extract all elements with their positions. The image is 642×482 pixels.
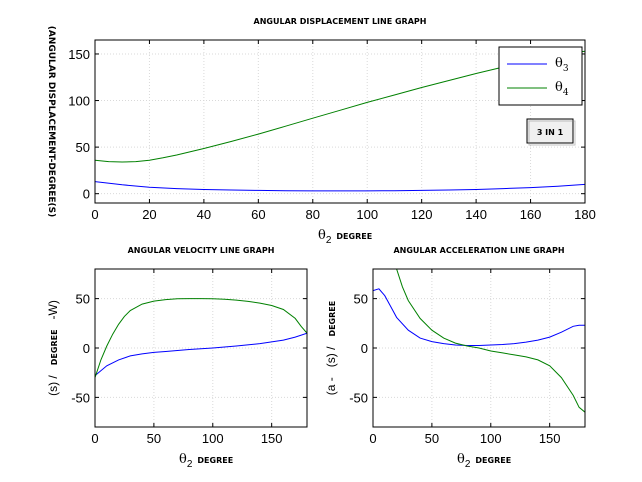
y-tick-label: -50 <box>349 390 368 405</box>
y-tick-label: 50 <box>76 292 90 307</box>
y-tick-label: 150 <box>68 47 90 62</box>
x-tick-label: 100 <box>356 207 378 222</box>
x-tick-label: 40 <box>197 207 211 222</box>
x-axis-label: θ2 DEGREE <box>318 228 372 246</box>
series-line-1 <box>95 332 307 376</box>
x-tick-label: 150 <box>539 431 561 446</box>
velocity-plot: 0 50 100 150 -50 0 50 ANGULAR VELOCITY LINE GRA… <box>46 246 308 470</box>
chart-title: ANGULAR DISPLACEMENT LINE GRAPH <box>254 17 427 26</box>
x-tick-label: 100 <box>202 431 224 446</box>
three-in-one-label: 3 IN 1 <box>537 128 564 137</box>
legend-box <box>498 46 583 106</box>
series-line-2 <box>396 269 585 413</box>
x-tick-label: 100 <box>480 431 502 446</box>
chart-title: ANGULAR VELOCITY LINE GRAPH <box>128 246 275 255</box>
x-tick-label: 50 <box>147 431 161 446</box>
chart-title: ANGULAR ACCELERATION LINE GRAPH <box>393 246 564 255</box>
series-line-2 <box>95 298 307 378</box>
axes-box <box>94 39 586 204</box>
x-tick-label: 0 <box>91 207 98 222</box>
acceleration-plot: 0 50 100 150 -50 0 50 ANGULAR ACCELERATION LINE… <box>324 246 586 470</box>
x-tick-label: 150 <box>261 431 283 446</box>
x-tick-label: 160 <box>520 207 542 222</box>
y-tick-label: -50 <box>71 390 90 405</box>
legend-label-1: θ3 <box>555 56 569 74</box>
y-axis-label: (ANGULAR DISPLACEMENT-DEGREE(S) <box>46 26 56 218</box>
x-tick-label: 180 <box>574 207 596 222</box>
three-in-one-button[interactable]: 3 IN 1 <box>526 118 576 146</box>
y-axis-label: (s) /DEGREE-W) <box>46 300 60 396</box>
legend-label-2: θ4 <box>555 80 569 98</box>
series-line-1 <box>95 181 585 192</box>
y-tick-label: 50 <box>76 140 90 155</box>
y-tick-label: 0 <box>83 187 90 202</box>
x-tick-label: 120 <box>411 207 433 222</box>
y-tick-label: 100 <box>68 94 90 109</box>
x-tick-label: 0 <box>369 431 376 446</box>
y-axis-label: (a -(s) /DEGREE <box>324 301 338 395</box>
x-axis-label: θ2 DEGREE <box>457 452 511 470</box>
x-tick-label: 50 <box>425 431 439 446</box>
series-line-1 <box>373 288 585 346</box>
x-tick-label: 0 <box>91 431 98 446</box>
y-tick-label: 0 <box>83 341 90 356</box>
y-tick-label: 50 <box>354 292 368 307</box>
y-tick-label: 0 <box>361 341 368 356</box>
x-tick-label: 60 <box>251 207 265 222</box>
x-tick-label: 80 <box>306 207 320 222</box>
x-tick-label: 140 <box>465 207 487 222</box>
x-tick-label: 20 <box>142 207 156 222</box>
x-axis-label: θ2 DEGREE <box>179 452 233 470</box>
